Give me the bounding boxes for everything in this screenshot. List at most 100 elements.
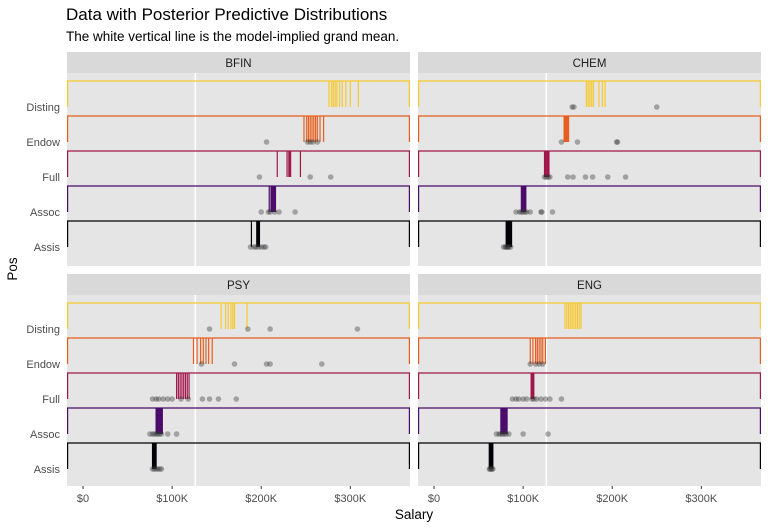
x-tick-label: $200K bbox=[596, 493, 628, 505]
data-point bbox=[539, 209, 545, 215]
strip-label-chem: CHEM bbox=[573, 58, 607, 70]
x-tick-label: $100K bbox=[507, 493, 539, 505]
data-point bbox=[164, 396, 171, 402]
x-tick-label: $300K bbox=[334, 493, 366, 505]
data-point bbox=[571, 104, 577, 110]
data-point bbox=[515, 396, 522, 402]
data-point bbox=[233, 396, 240, 402]
x-tick-label: $300K bbox=[685, 493, 717, 505]
data-point bbox=[267, 209, 273, 215]
data-point bbox=[262, 244, 269, 250]
data-point bbox=[486, 466, 493, 472]
data-point bbox=[271, 209, 278, 215]
data-point bbox=[153, 431, 159, 437]
data-point bbox=[547, 396, 553, 402]
data-point bbox=[614, 139, 621, 145]
y-tick-label-disting: Disting bbox=[26, 324, 60, 336]
data-point bbox=[292, 209, 298, 215]
data-point bbox=[589, 174, 596, 180]
data-point bbox=[533, 396, 540, 402]
data-point bbox=[151, 466, 158, 472]
strip-chem bbox=[418, 52, 761, 73]
data-point bbox=[613, 139, 620, 145]
data-point bbox=[276, 209, 282, 215]
x-axis-title: Salary bbox=[395, 507, 434, 522]
data-point bbox=[151, 431, 158, 437]
data-point bbox=[502, 244, 509, 250]
data-point bbox=[520, 396, 526, 402]
data-point bbox=[564, 174, 571, 180]
data-point bbox=[582, 174, 589, 180]
data-point bbox=[538, 396, 544, 402]
data-point bbox=[558, 396, 565, 402]
data-point bbox=[532, 361, 539, 367]
data-point bbox=[258, 244, 265, 250]
data-point bbox=[267, 326, 273, 332]
y-tick-label-full: Full bbox=[42, 172, 60, 184]
data-point bbox=[536, 361, 542, 367]
data-point bbox=[173, 431, 180, 437]
data-point bbox=[304, 139, 311, 145]
data-point bbox=[531, 396, 537, 402]
y-tick-label-assis: Assis bbox=[34, 242, 61, 254]
data-point bbox=[542, 396, 549, 402]
data-point bbox=[558, 139, 565, 145]
y-axis-title: Pos bbox=[5, 257, 20, 281]
data-point bbox=[307, 139, 314, 145]
data-point bbox=[155, 431, 161, 437]
data-point bbox=[499, 431, 506, 437]
data-point bbox=[258, 209, 265, 215]
strip-label-bfin: BFIN bbox=[225, 58, 251, 70]
data-point bbox=[231, 361, 238, 367]
data-point bbox=[310, 139, 316, 145]
y-tick-label-endow: Endow bbox=[26, 359, 60, 371]
data-point bbox=[265, 209, 272, 215]
data-point bbox=[570, 174, 576, 180]
data-point bbox=[539, 361, 546, 367]
data-point bbox=[513, 396, 519, 402]
data-point bbox=[267, 361, 273, 367]
x-tick-label: $200K bbox=[245, 493, 277, 505]
data-point bbox=[545, 431, 551, 437]
data-point bbox=[523, 209, 530, 215]
data-point bbox=[500, 244, 507, 250]
data-point bbox=[263, 361, 270, 367]
x-tick-label: $0 bbox=[77, 493, 89, 505]
data-point bbox=[149, 431, 156, 437]
data-point bbox=[158, 466, 165, 472]
data-point bbox=[501, 431, 508, 437]
panel-bg-eng bbox=[418, 295, 761, 486]
data-point bbox=[206, 326, 213, 332]
panel-bg-bfin bbox=[67, 73, 410, 266]
data-point bbox=[253, 244, 259, 250]
data-point bbox=[255, 244, 262, 250]
data-point bbox=[503, 431, 510, 437]
data-point bbox=[169, 396, 175, 402]
data-point bbox=[251, 244, 257, 250]
data-point bbox=[520, 209, 526, 215]
data-point bbox=[198, 361, 205, 367]
data-point bbox=[543, 174, 550, 180]
data-point bbox=[155, 396, 162, 402]
data-point bbox=[489, 466, 495, 472]
data-point bbox=[185, 396, 191, 402]
chart-subtitle: The white vertical line is the model-imp… bbox=[66, 29, 400, 44]
data-point bbox=[153, 396, 159, 402]
data-point bbox=[504, 244, 510, 250]
data-point bbox=[523, 396, 530, 402]
data-point bbox=[520, 431, 526, 437]
data-point bbox=[505, 244, 511, 250]
data-point bbox=[574, 139, 581, 145]
data-point bbox=[199, 396, 206, 402]
data-point bbox=[354, 326, 361, 332]
y-tick-label-assoc: Assoc bbox=[30, 429, 60, 441]
data-point bbox=[522, 209, 528, 215]
x-tick-label: $0 bbox=[428, 493, 440, 505]
data-point bbox=[547, 174, 553, 180]
y-tick-label-endow: Endow bbox=[26, 137, 60, 149]
strip-label-eng: ENG bbox=[577, 280, 602, 292]
data-point bbox=[541, 174, 548, 180]
x-tick-label: $100K bbox=[156, 493, 188, 505]
data-point bbox=[256, 174, 263, 180]
